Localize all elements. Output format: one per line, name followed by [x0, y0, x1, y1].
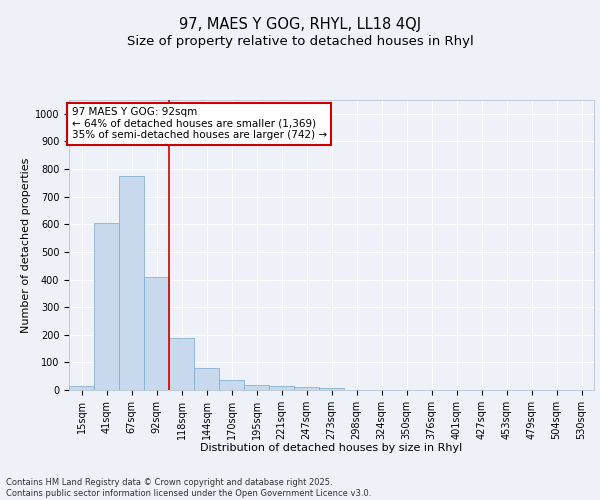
Text: Contains HM Land Registry data © Crown copyright and database right 2025.
Contai: Contains HM Land Registry data © Crown c…	[6, 478, 371, 498]
Bar	[219, 380, 244, 390]
Bar	[119, 176, 144, 390]
Bar	[244, 385, 269, 390]
Bar	[144, 277, 169, 390]
Text: 97 MAES Y GOG: 92sqm
← 64% of detached houses are smaller (1,369)
35% of semi-de: 97 MAES Y GOG: 92sqm ← 64% of detached h…	[71, 108, 327, 140]
Text: 97, MAES Y GOG, RHYL, LL18 4QJ: 97, MAES Y GOG, RHYL, LL18 4QJ	[179, 18, 421, 32]
Bar	[294, 386, 319, 390]
Bar	[169, 338, 194, 390]
Bar	[194, 368, 219, 390]
Y-axis label: Number of detached properties: Number of detached properties	[20, 158, 31, 332]
Bar	[69, 386, 94, 390]
Bar	[269, 386, 294, 390]
X-axis label: Distribution of detached houses by size in Rhyl: Distribution of detached houses by size …	[200, 444, 463, 454]
Bar	[319, 388, 344, 390]
Bar	[94, 223, 119, 390]
Text: Size of property relative to detached houses in Rhyl: Size of property relative to detached ho…	[127, 35, 473, 48]
